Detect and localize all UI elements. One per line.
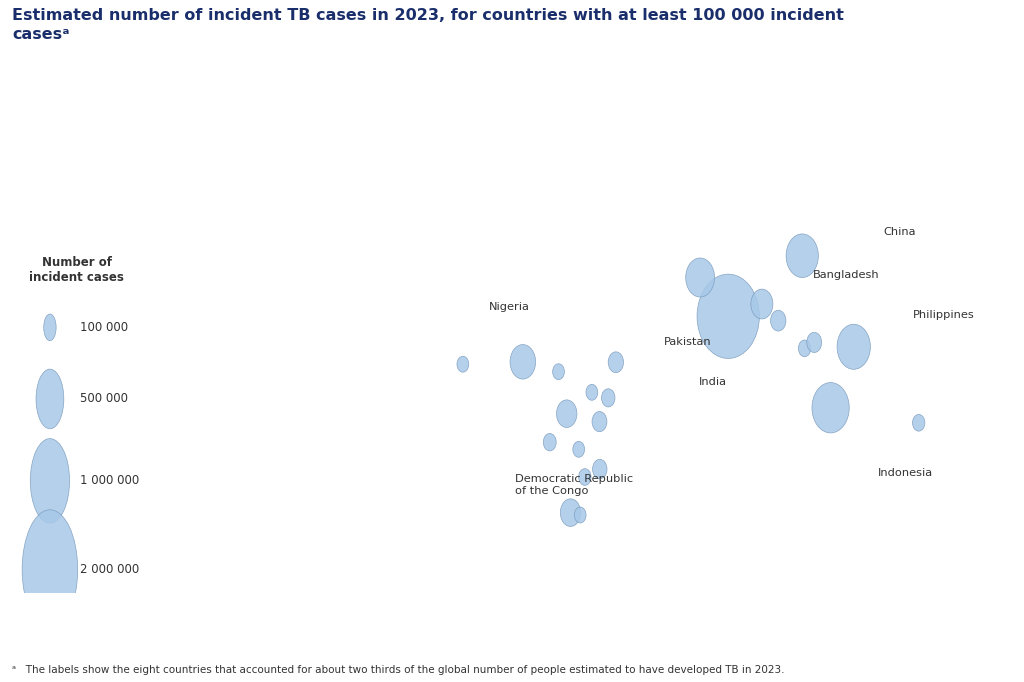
Circle shape [837,324,870,370]
Circle shape [608,352,624,372]
Text: 100 000: 100 000 [80,321,128,334]
Circle shape [697,274,760,359]
Text: Indonesia: Indonesia [878,468,933,478]
Text: India: India [699,377,727,387]
Circle shape [560,499,581,527]
Text: 1 000 000: 1 000 000 [80,474,139,488]
Circle shape [751,289,773,319]
Circle shape [592,411,607,432]
Circle shape [31,439,70,523]
Text: Bangladesh: Bangladesh [813,270,880,280]
Text: 2 000 000: 2 000 000 [80,563,139,576]
Circle shape [544,434,556,451]
Circle shape [44,314,56,341]
Circle shape [579,469,591,486]
Text: Pakistan: Pakistan [665,338,712,347]
Text: ᵃ   The labels show the eight countries that accounted for about two thirds of t: ᵃ The labels show the eight countries th… [12,665,784,675]
Circle shape [912,415,925,431]
Text: Democratic Republic
of the Congo: Democratic Republic of the Congo [515,474,633,496]
Circle shape [686,258,715,297]
Circle shape [36,369,63,429]
Circle shape [574,507,586,523]
Circle shape [556,400,577,428]
Text: Nigeria: Nigeria [488,302,529,312]
Circle shape [601,389,615,407]
Circle shape [771,310,785,331]
Circle shape [23,510,78,629]
Text: China: China [884,226,916,237]
Circle shape [510,344,536,379]
Circle shape [593,460,607,479]
Circle shape [586,385,598,400]
Circle shape [812,383,849,433]
Circle shape [457,356,469,372]
Text: casesᵃ: casesᵃ [12,27,70,42]
Text: Number of
incident cases: Number of incident cases [30,256,124,284]
Text: Philippines: Philippines [912,310,975,320]
Circle shape [786,234,818,278]
Text: 500 000: 500 000 [80,392,128,406]
Circle shape [799,340,811,357]
Circle shape [572,441,585,457]
Circle shape [553,364,564,380]
Circle shape [807,332,821,353]
Text: Estimated number of incident TB cases in 2023, for countries with at least 100 0: Estimated number of incident TB cases in… [12,8,844,23]
